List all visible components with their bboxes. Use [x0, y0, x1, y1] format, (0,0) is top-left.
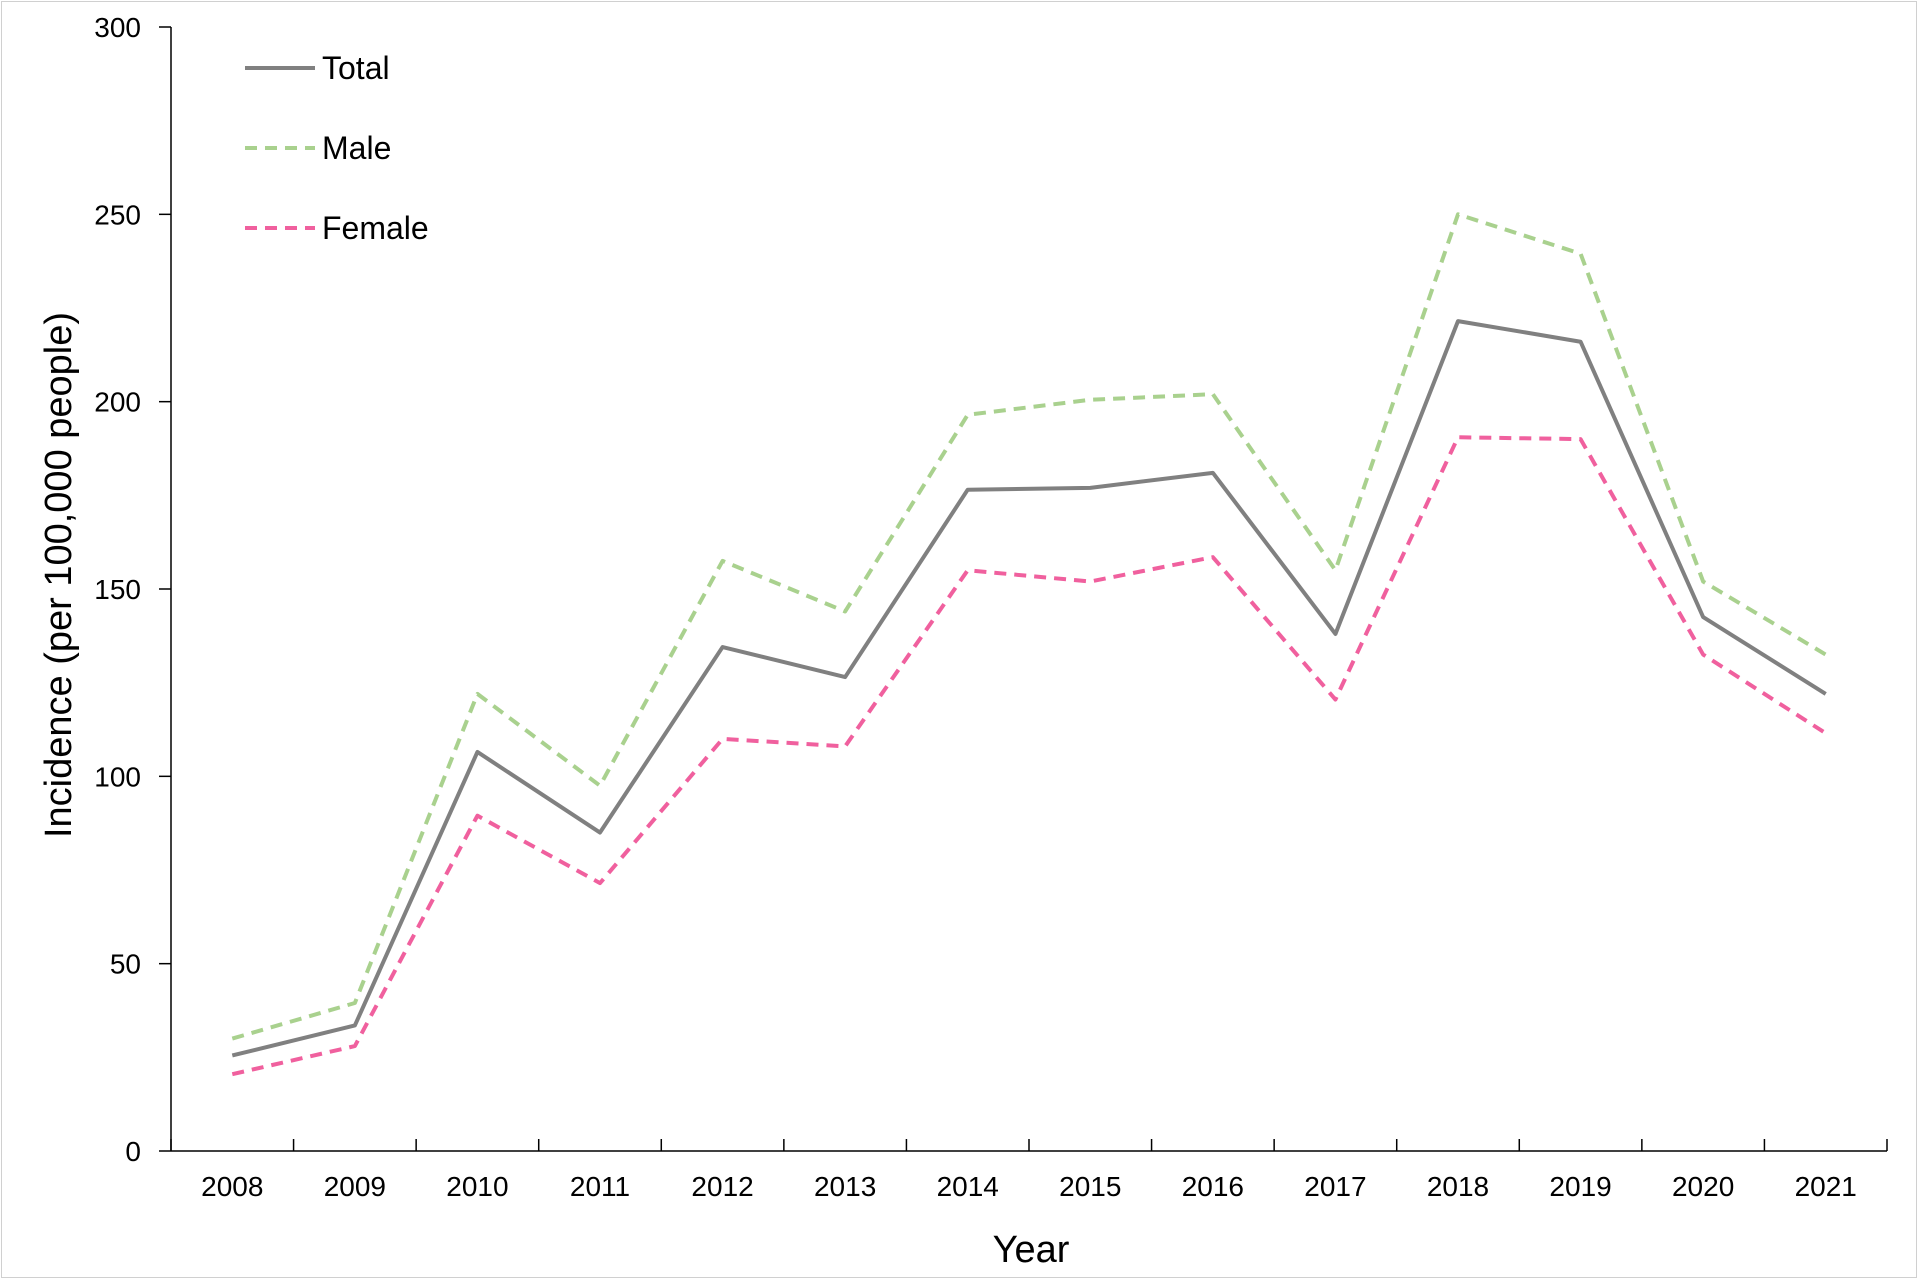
y-tick-label: 200 — [94, 387, 141, 418]
x-tick-label: 2011 — [570, 1171, 630, 1202]
x-tick-label: 2013 — [814, 1171, 876, 1202]
x-tick-label: 2016 — [1182, 1171, 1244, 1202]
y-tick-label: 150 — [94, 574, 141, 605]
series-line-female — [231, 435, 1827, 1077]
axes — [170, 27, 1887, 1152]
x-tick-label: 2018 — [1427, 1171, 1489, 1202]
y-tick-label: 300 — [94, 12, 141, 43]
series-line-male — [231, 212, 1827, 1041]
y-tick-label: 50 — [110, 949, 141, 980]
x-tick-label: 2012 — [691, 1171, 753, 1202]
x-tick-label: 2014 — [937, 1171, 999, 1202]
x-tick-label: 2015 — [1059, 1171, 1121, 1202]
x-tick-label: 2021 — [1795, 1171, 1857, 1202]
y-tick-label: 100 — [94, 761, 141, 792]
y-axis-title: Incidence (per 100,000 people) — [38, 312, 80, 838]
series-line-total — [231, 319, 1827, 1058]
x-tick-label: 2009 — [324, 1171, 386, 1202]
y-tick-label: 250 — [94, 199, 141, 230]
series-layer — [231, 212, 1827, 1077]
x-tick-label: 2019 — [1549, 1171, 1611, 1202]
y-tick-label: 0 — [125, 1136, 141, 1167]
x-tick-label: 2008 — [201, 1171, 263, 1202]
y-axis-ticks: 0 50 100 150 200 250 300 — [94, 12, 171, 1167]
legend-label-male: Male — [322, 130, 391, 166]
legend: Total Male Female — [245, 50, 429, 246]
legend-label-female: Female — [322, 210, 429, 246]
x-axis-ticks: 2008 2009 2010 2011 2012 2013 2014 2015 2016 2017… — [170, 1139, 1888, 1202]
legend-label-total: Total — [322, 50, 390, 86]
x-axis-title: Year — [993, 1229, 1070, 1271]
x-tick-label: 2017 — [1304, 1171, 1366, 1202]
x-tick-label: 2020 — [1672, 1171, 1734, 1202]
x-tick-label: 2010 — [446, 1171, 508, 1202]
